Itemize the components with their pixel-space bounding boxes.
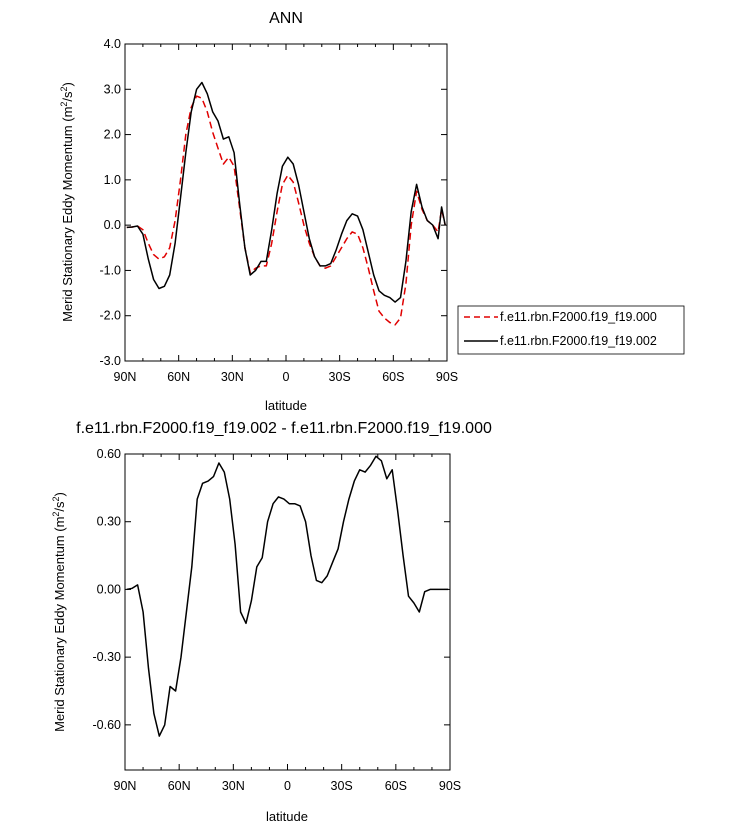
- top-y-tick-label: 4.0: [104, 37, 121, 51]
- top-series-line-2: [126, 81, 446, 303]
- top-y-tick-label: -3.0: [99, 354, 121, 368]
- bottom-x-axis: 90N 60N 30N 0 30S 60S 90S: [114, 454, 461, 793]
- bottom-y-axis-label: Merid Stationary Eddy Momentum (m2/s2): [51, 492, 67, 732]
- top-y-axis-label-main: Merid Stationary Eddy Momentum (m: [60, 107, 75, 322]
- bottom-y-tick-label: 0.00: [97, 582, 121, 596]
- top-plot-area: [126, 81, 446, 326]
- bottom-x-tick-label: 30S: [331, 779, 353, 793]
- bottom-chart-title: f.e11.rbn.F2000.f19_f19.002 - f.e11.rbn.…: [76, 420, 492, 437]
- top-chart: ANN 90N 60N 30N 0 30S 60S 90S -3.0 -2.0 -1.0 0.0 1…: [59, 10, 685, 413]
- bottom-chart: f.e11.rbn.F2000.f19_f19.002 - f.e11.rbn.…: [51, 420, 492, 824]
- legend-label-series-1: f.e11.rbn.F2000.f19_f19.000: [500, 310, 657, 324]
- bottom-y-axis: -0.60 -0.30 0.00 0.30 0.60: [93, 447, 450, 732]
- top-chart-title: ANN: [269, 10, 303, 27]
- top-x-tick-label: 90N: [114, 370, 137, 384]
- top-y-axis-label-sup1: 2: [59, 102, 69, 107]
- top-y-tick-label: 3.0: [104, 82, 121, 96]
- bottom-x-tick-label: 90N: [114, 779, 137, 793]
- bottom-y-tick-label: -0.60: [93, 718, 122, 732]
- top-y-axis: -3.0 -2.0 -1.0 0.0 1.0 2.0 3.0 4.0: [99, 37, 447, 368]
- top-y-axis-label-mid: /s: [60, 91, 75, 102]
- bottom-x-tick-label: 60N: [168, 779, 191, 793]
- bottom-series-line-1: [126, 455, 449, 737]
- top-x-tick-label: 30S: [329, 370, 351, 384]
- top-x-tick-label: 30N: [221, 370, 244, 384]
- bottom-x-tick-label: 30N: [222, 779, 245, 793]
- bottom-y-tick-label: -0.30: [93, 650, 122, 664]
- top-y-tick-label: 2.0: [104, 128, 121, 142]
- top-series-line-1: [126, 95, 446, 326]
- bottom-y-tick-label: 0.60: [97, 447, 121, 461]
- bottom-x-tick-label: 0: [284, 779, 291, 793]
- legend-box: [457, 305, 685, 355]
- bottom-y-axis-label-sup1: 2: [51, 512, 61, 517]
- top-y-axis-label: Merid Stationary Eddy Momentum (m2/s2): [59, 82, 75, 322]
- legend-label-series-2: f.e11.rbn.F2000.f19_f19.002: [500, 334, 657, 348]
- top-x-axis-label: latitude: [265, 398, 307, 413]
- bottom-y-axis-label-end: ): [52, 492, 67, 496]
- top-plot-frame: [124, 43, 448, 362]
- bottom-plot-area: [126, 455, 449, 737]
- top-y-tick-label: 1.0: [104, 173, 121, 187]
- bottom-x-tick-label: 90S: [439, 779, 461, 793]
- bottom-y-axis-label-sup2: 2: [51, 496, 61, 501]
- legend: f.e11.rbn.F2000.f19_f19.000 f.e11.rbn.F2…: [457, 305, 685, 355]
- bottom-y-axis-label-main: Merid Stationary Eddy Momentum (m: [52, 517, 67, 732]
- top-y-tick-label: -2.0: [99, 309, 121, 323]
- top-x-axis: 90N 60N 30N 0 30S 60S 90S: [114, 44, 458, 384]
- top-x-tick-label: 0: [283, 370, 290, 384]
- top-x-tick-label: 90S: [436, 370, 458, 384]
- top-y-axis-label-sup2: 2: [59, 86, 69, 91]
- bottom-x-tick-label: 60S: [385, 779, 407, 793]
- top-y-axis-label-end: ): [60, 82, 75, 86]
- bottom-y-tick-label: 0.30: [97, 515, 121, 529]
- bottom-x-axis-label: latitude: [266, 809, 308, 824]
- top-x-tick-label: 60S: [382, 370, 404, 384]
- top-x-tick-label: 60N: [167, 370, 190, 384]
- bottom-y-axis-label-mid: /s: [52, 501, 67, 512]
- top-y-tick-label: 0.0: [104, 218, 121, 232]
- top-y-tick-label: -1.0: [99, 263, 121, 277]
